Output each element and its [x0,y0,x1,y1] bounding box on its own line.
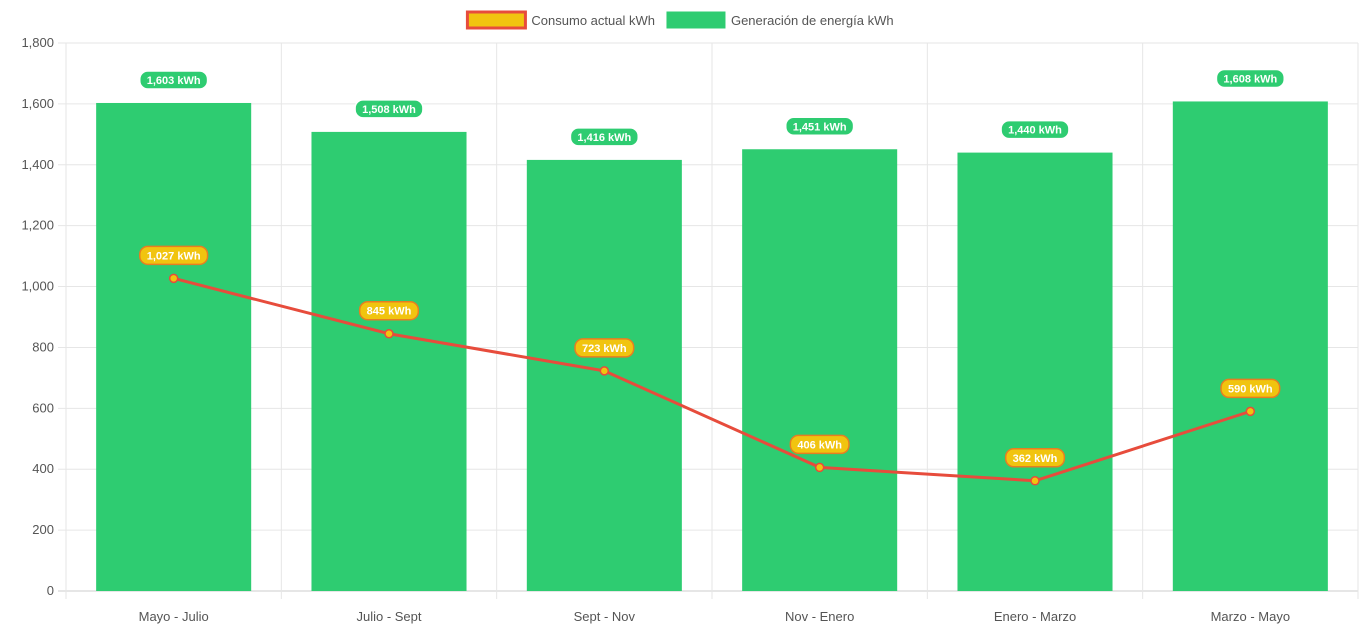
consumption-data-label: 1,027 kWh [139,245,209,266]
generation-data-label: 1,603 kWh [139,70,209,90]
consumption-point[interactable] [1030,476,1040,486]
consumption-data-label: 845 kWh [358,300,420,321]
consumption-data-label-bg [139,245,209,266]
x-tick-label: Mayo - Julio [139,609,209,624]
consumption-data-label-text: 1,027 kWh [147,250,201,262]
generation-data-label: 1,451 kWh [785,116,855,137]
consumption-data-label-text: 723 kWh [582,343,627,355]
y-tick-label: 1,000 [21,279,54,294]
consumption-point[interactable] [384,328,394,339]
legend-item[interactable]: Consumo actual kWh [465,10,655,30]
consumption-data-label: 723 kWh [574,338,635,358]
consumption-data-label-bg [358,300,420,321]
generation-data-label-bg [569,127,639,147]
generation-data-label: 1,416 kWh [569,127,639,147]
data-labels: 1,603 kWh 1,508 kWh 1,416 kWh 1,451 kWh 1,44… [139,68,1285,468]
legend-label: Consumo actual kWh [531,13,655,28]
consumption-line-path [173,276,1251,483]
y-axis-tick-labels: 0 200 400 600 800 1,000 1,200 1,400 1,600 1,800 [21,35,54,598]
generation-data-label-bg [1000,119,1070,140]
legend[interactable]: Consumo actual kWh Generación de energía … [465,10,894,30]
consumption-data-label: 362 kWh [1004,448,1066,468]
generation-bar[interactable] [957,152,1113,591]
generation-bar[interactable] [742,149,898,592]
generation-data-label-bg [1215,68,1285,89]
legend-swatch [465,10,527,30]
generation-data-label: 1,508 kWh [354,99,424,119]
consumption-data-label: 590 kWh [1220,378,1281,399]
generation-data-label-text: 1,440 kWh [1008,125,1062,137]
x-tick-label: Julio - Sept [356,609,421,624]
consumption-data-label-bg [789,434,850,455]
y-tick-label: 1,200 [21,218,54,233]
consumption-data-label-text: 590 kWh [1228,383,1273,395]
x-tick-label: Nov - Enero [785,609,854,624]
consumption-point[interactable] [599,366,610,376]
consumption-point[interactable] [168,273,179,284]
generation-data-label-text: 1,508 kWh [362,104,416,116]
y-tick-label: 800 [32,339,54,354]
consumption-line [168,273,1256,486]
consumption-data-label: 406 kWh [789,434,850,455]
generation-data-label-bg [354,99,424,119]
x-axis-tick-labels: Mayo - Julio Julio - Sept Sept - Nov Nov - … [139,609,1290,624]
consumption-data-label-text: 845 kWh [367,306,412,318]
y-tick-label: 200 [32,522,54,537]
generation-bar[interactable] [96,102,252,591]
generation-data-label-text: 1,603 kWh [147,75,201,87]
consumption-data-label-text: 362 kWh [1013,453,1058,465]
generation-data-label-text: 1,416 kWh [577,132,631,144]
consumption-point[interactable] [814,462,825,473]
grid-lines [58,42,1359,599]
y-tick-label: 1,600 [21,96,54,111]
consumption-data-label-bg [574,338,635,358]
generation-bar[interactable] [311,131,467,592]
generation-data-label-bg [785,116,855,137]
consumption-data-label-bg [1004,448,1066,468]
consumption-point[interactable] [1245,406,1256,417]
consumption-data-label-text: 406 kWh [797,439,842,451]
generation-data-label-bg [139,70,209,90]
y-tick-label: 400 [32,461,54,476]
generation-bar[interactable] [1172,101,1328,591]
y-tick-label: 600 [32,400,54,415]
x-tick-label: Marzo - Mayo [1211,609,1290,624]
y-tick-label: 1,800 [21,35,54,50]
y-tick-label: 1,400 [21,157,54,172]
consumption-data-label-bg [1220,378,1281,399]
x-tick-label: Enero - Marzo [994,609,1076,624]
legend-item[interactable]: Generación de energía kWh [666,11,894,29]
legend-label: Generación de energía kWh [731,13,894,28]
legend-swatch [666,11,726,29]
generation-data-label-text: 1,608 kWh [1223,73,1277,85]
generation-data-label: 1,440 kWh [1000,119,1070,140]
y-tick-label: 0 [47,583,54,598]
generation-data-label: 1,608 kWh [1215,68,1285,89]
generation-data-label-text: 1,451 kWh [793,121,847,133]
x-tick-label: Sept - Nov [574,609,636,624]
